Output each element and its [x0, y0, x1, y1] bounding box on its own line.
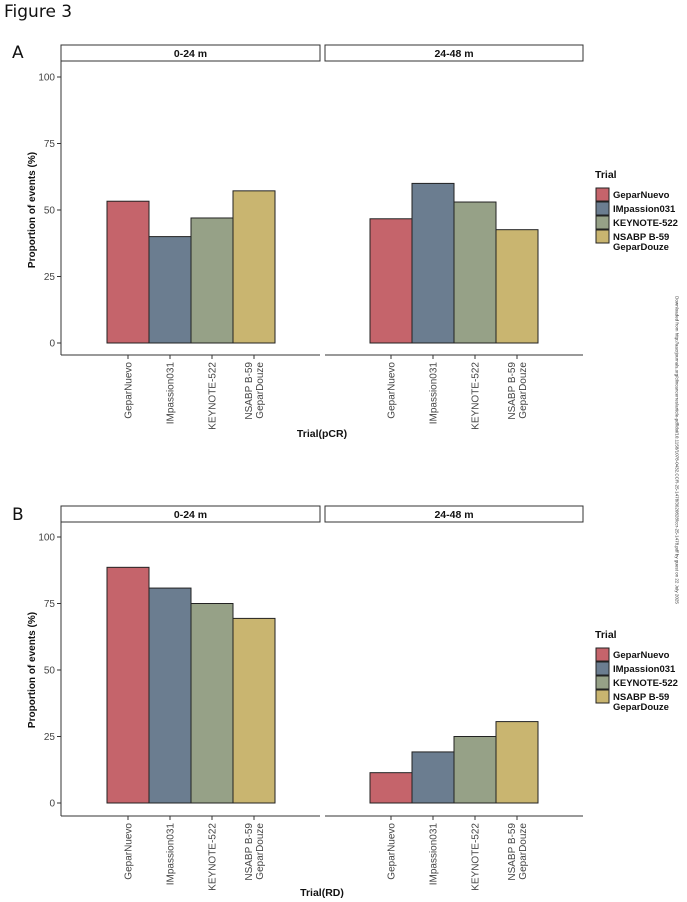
x-tick-label: KEYNOTE-522 [208, 823, 219, 891]
y-tick-label: 25 [44, 732, 56, 743]
legend-key [595, 201, 610, 216]
y-tick-label: 0 [49, 799, 55, 810]
y-tick-label: 0 [49, 339, 55, 350]
y-tick-label: 50 [44, 206, 56, 217]
x-tick-label: KEYNOTE-522 [471, 823, 482, 891]
legend-label: NSABP B-59 [613, 232, 669, 243]
x-tick-label: GeparDouze [255, 823, 266, 880]
x-tick-label: GeparNuevo [124, 823, 135, 880]
bar [232, 617, 276, 804]
y-tick-label: 100 [38, 73, 55, 84]
bar [369, 772, 413, 804]
x-tick-label: GeparDouze [518, 362, 529, 419]
legend-key [595, 689, 610, 704]
facet-label: 0-24 m [174, 509, 207, 521]
legend-label: KEYNOTE-522 [613, 678, 678, 689]
x-axis-title: Trial(RD) [300, 887, 344, 899]
bar [369, 218, 413, 344]
bar [411, 182, 455, 344]
bar [148, 236, 192, 344]
x-tick-label: IMpassion031 [166, 362, 177, 425]
legend-label: GeparDouze [613, 242, 669, 253]
legend-key [595, 661, 610, 676]
legend-key [595, 647, 610, 662]
x-tick-label: NSABP B-59 [244, 823, 255, 881]
x-tick-label: IMpassion031 [166, 823, 177, 886]
x-tick-label: IMpassion031 [429, 362, 440, 425]
x-tick-label: KEYNOTE-522 [471, 362, 482, 430]
bar [495, 229, 539, 344]
bar [190, 217, 234, 344]
x-tick-label: NSABP B-59 [507, 823, 518, 881]
facet-label: 24-48 m [434, 509, 473, 521]
x-tick-label: NSABP B-59 [507, 362, 518, 420]
legend-label: IMpassion031 [613, 204, 676, 215]
facet-strip [60, 44, 321, 62]
facet-strip [324, 44, 584, 62]
x-tick-label: GeparNuevo [387, 362, 398, 419]
facet-label: 0-24 m [174, 48, 207, 60]
x-tick-label: KEYNOTE-522 [208, 362, 219, 430]
bar [453, 201, 497, 344]
x-tick-label: GeparNuevo [387, 823, 398, 880]
y-axis-title: Proportion of events (%) [27, 612, 38, 728]
bar [148, 587, 192, 804]
legend-label: IMpassion031 [613, 664, 676, 675]
y-tick-label: 100 [38, 533, 55, 544]
x-axis-title: Trial(pCR) [297, 428, 347, 440]
x-tick-label: IMpassion031 [429, 823, 440, 886]
facet-label: 24-48 m [434, 48, 473, 60]
bar [495, 721, 539, 804]
legend-key [595, 187, 610, 202]
bar [106, 566, 150, 804]
bar [411, 751, 455, 804]
legend-key [595, 215, 610, 230]
panel-label: B [12, 505, 24, 525]
figure-title: Figure 3 [4, 2, 73, 22]
x-tick-label: NSABP B-59 [244, 362, 255, 420]
y-axis-title: Proportion of events (%) [27, 152, 38, 268]
legend-key [595, 229, 610, 244]
legend-label: GeparNuevo [613, 190, 670, 201]
legend-label: NSABP B-59 [613, 692, 669, 703]
legend-label: KEYNOTE-522 [613, 218, 678, 229]
legend-title: Trial [595, 169, 617, 181]
bar [106, 200, 150, 344]
panel-label: A [12, 43, 24, 63]
legend-label: GeparDouze [613, 702, 669, 713]
x-tick-label: GeparDouze [255, 362, 266, 419]
y-tick-label: 75 [44, 599, 56, 610]
y-tick-label: 75 [44, 139, 56, 150]
legend-label: GeparNuevo [613, 650, 670, 661]
x-tick-label: GeparNuevo [124, 362, 135, 419]
legend-title: Trial [595, 629, 617, 641]
y-tick-label: 50 [44, 666, 56, 677]
bar [232, 190, 276, 344]
facet-strip [324, 505, 584, 523]
bar [453, 736, 497, 804]
bar [190, 603, 234, 804]
facet-strip [60, 505, 321, 523]
x-tick-label: GeparDouze [518, 823, 529, 880]
legend-key [595, 675, 610, 690]
y-tick-label: 25 [44, 272, 56, 283]
